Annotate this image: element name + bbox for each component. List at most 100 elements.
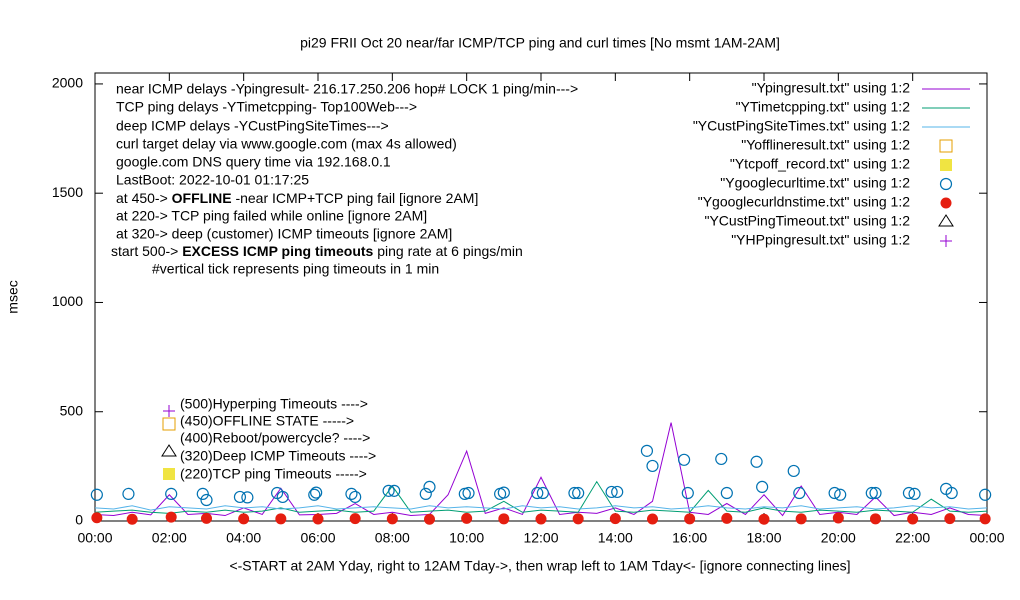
point xyxy=(200,493,213,507)
legend-swatch xyxy=(940,235,952,247)
point xyxy=(715,452,728,466)
annotation: near ICMP delays -Ypingresult- 216.17.25… xyxy=(116,81,578,97)
legend-label: "YCustPingTimeout.txt" using 1:2 xyxy=(704,213,910,229)
point xyxy=(535,513,547,525)
point xyxy=(419,487,432,501)
point xyxy=(310,486,323,499)
x-tick-label: 12:00 xyxy=(523,530,558,546)
legend-label: "Ypingresult.txt" using 1:2 xyxy=(752,80,911,96)
annotation: curl target delay via www.google.com (ma… xyxy=(116,136,457,152)
point xyxy=(869,486,882,500)
point xyxy=(684,513,696,525)
point xyxy=(498,513,510,525)
point xyxy=(497,486,510,499)
y-axis-label: msec xyxy=(5,280,21,313)
x-tick-label: 14:00 xyxy=(598,530,633,546)
point xyxy=(241,491,254,504)
x-tick-label: 08:00 xyxy=(375,530,410,546)
series-line xyxy=(94,505,988,511)
y-tick-label: 2000 xyxy=(52,75,83,91)
y-tick-label: 1500 xyxy=(52,184,83,200)
point xyxy=(721,512,733,524)
annotation: TCP ping delays -YTimetcpping- Top100Web… xyxy=(116,99,417,115)
series-line xyxy=(94,480,988,514)
point xyxy=(388,484,401,497)
point xyxy=(91,512,103,524)
point xyxy=(902,486,916,500)
point xyxy=(531,486,544,500)
x-tick-label: 20:00 xyxy=(821,530,856,546)
key-note: (320)Deep ICMP Timeouts ----> xyxy=(180,448,376,464)
point xyxy=(238,513,250,525)
point xyxy=(122,487,135,501)
point xyxy=(870,513,881,525)
point xyxy=(462,486,475,500)
y-tick-label: 0 xyxy=(75,512,83,528)
legend-swatch xyxy=(939,139,953,153)
point xyxy=(424,513,435,525)
point xyxy=(756,480,769,494)
point xyxy=(832,512,844,524)
key-notes: (500)Hyperping Timeouts ----> (450)OFFLI… xyxy=(161,396,376,482)
point xyxy=(382,484,395,497)
y-tick-label: 500 xyxy=(60,402,84,418)
key-note: (500)Hyperping Timeouts ----> xyxy=(180,396,368,412)
point xyxy=(386,513,398,525)
point xyxy=(944,513,956,525)
point xyxy=(908,487,921,501)
legend-label: "YTimetcpping.txt" using 1:2 xyxy=(736,99,911,115)
x-tick-label: 06:00 xyxy=(300,530,335,546)
point xyxy=(646,459,659,473)
point xyxy=(787,464,800,478)
note-symbol xyxy=(163,405,175,417)
point xyxy=(233,490,247,504)
point xyxy=(750,455,763,468)
annotation: deep ICMP delays -YCustPingSiteTimes---> xyxy=(116,118,389,134)
legend-label: "Ytcpoff_record.txt" using 1:2 xyxy=(730,156,910,172)
legend-label: "Yofflineresult.txt" using 1:2 xyxy=(741,137,910,153)
point xyxy=(196,487,209,501)
legend-label: "YHPpingresult.txt" using 1:2 xyxy=(731,232,910,248)
point xyxy=(795,513,807,525)
x-tick-label: 16:00 xyxy=(672,530,707,546)
legend-label: "Ygooglecurltime.txt" using 1:2 xyxy=(720,175,910,191)
point xyxy=(423,480,436,494)
point xyxy=(945,486,958,500)
note-symbol xyxy=(163,468,175,480)
point xyxy=(720,486,733,500)
point xyxy=(572,513,584,525)
annotation-part: EXCESS ICMP ping timeouts xyxy=(182,243,373,259)
note-symbol xyxy=(162,417,176,431)
point xyxy=(276,490,289,504)
x-axis-label: <-START at 2AM Yday, right to 12AM Tday-… xyxy=(229,558,850,574)
annotation: at 450-> OFFLINE -near ICMP+TCP ping fai… xyxy=(116,190,478,206)
point xyxy=(979,488,992,501)
annotation: at 320-> deep (customer) ICMP timeouts [… xyxy=(116,226,452,242)
point xyxy=(275,513,287,525)
point xyxy=(681,486,694,500)
annotation: google.com DNS query time via 192.168.0.… xyxy=(116,154,391,170)
x-tick-label: 22:00 xyxy=(895,530,930,546)
point xyxy=(345,487,358,501)
point xyxy=(834,488,847,501)
point xyxy=(640,444,654,457)
point xyxy=(568,486,581,500)
legend-label: "YCustPingSiteTimes.txt" using 1:2 xyxy=(693,118,910,134)
point xyxy=(572,486,585,500)
note-symbol xyxy=(161,444,177,457)
point xyxy=(308,488,321,501)
annotation-part: -near ICMP+TCP ping fail [ignore 2AM] xyxy=(235,190,478,206)
key-note: (220)TCP ping Timeouts -----> xyxy=(180,466,367,482)
annotation: LastBoot: 2022-10-01 01:17:25 xyxy=(116,172,309,188)
x-tick-label: 04:00 xyxy=(226,530,261,546)
legend-swatch xyxy=(939,177,953,191)
annotation: start 500-> EXCESS ICMP ping timeouts pi… xyxy=(111,243,523,259)
x-tick-label: 18:00 xyxy=(746,530,781,546)
point xyxy=(312,513,324,525)
legend-swatch xyxy=(940,197,952,209)
legend-swatch xyxy=(940,159,952,171)
annotation-part: OFFLINE xyxy=(172,190,232,206)
point xyxy=(609,513,621,525)
key-note: (450)OFFLINE STATE -----> xyxy=(180,413,354,429)
